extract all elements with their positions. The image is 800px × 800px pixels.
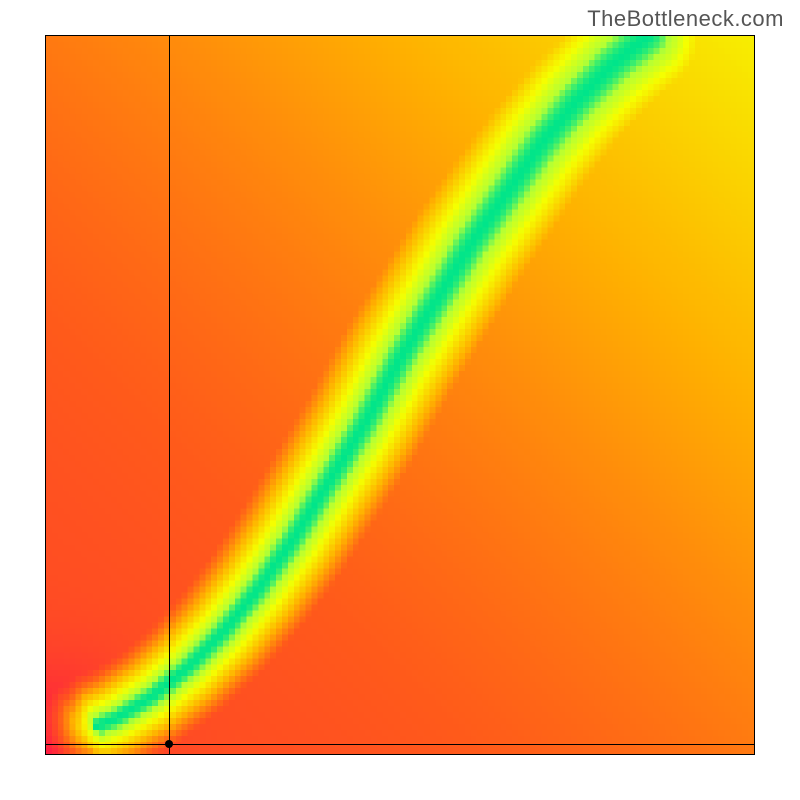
watermark-text: TheBottleneck.com bbox=[587, 6, 784, 32]
plot-frame bbox=[45, 35, 755, 755]
selected-point-dot bbox=[165, 740, 173, 748]
crosshair-horizontal bbox=[45, 744, 755, 745]
figure-container: TheBottleneck.com bbox=[0, 0, 800, 800]
crosshair-vertical bbox=[169, 35, 170, 755]
heatmap-canvas bbox=[46, 36, 754, 754]
